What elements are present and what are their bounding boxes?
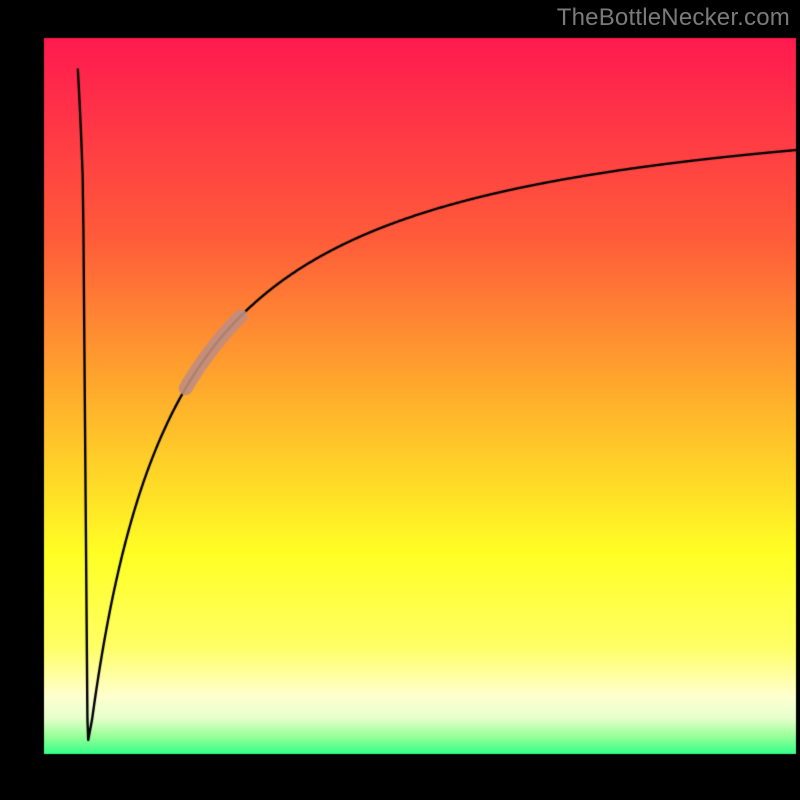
chart-canvas [0, 0, 800, 800]
chart-container: { "attribution": "TheBottleNecker.com", … [0, 0, 800, 800]
attribution-text: TheBottleNecker.com [557, 4, 790, 32]
